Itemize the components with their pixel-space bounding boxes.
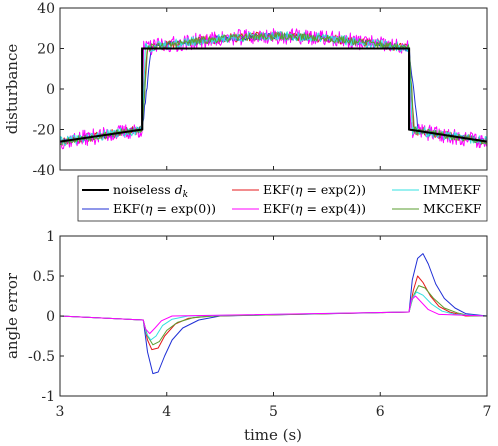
ytick-label-0-1: -20 [32,123,55,139]
series-line-truth-overlay [59,47,488,143]
ytick-label-0-0: -40 [32,163,55,179]
time-xlabel: time (s) [244,426,302,444]
xtick-label-1-0: 3 [56,404,65,420]
ytick-label-0-3: 20 [37,42,55,58]
disturbance-panel: -40 -20 0 20 40 disturbance [3,1,488,179]
angle-error-ticks: 3 4 5 6 7 -1 -0.5 0 0.5 1 [28,229,491,420]
ytick-label-1-3: 0.5 [33,269,55,285]
legend-box [77,175,488,222]
legend-entry-truth: noiseless dk [113,182,188,200]
disturbance-ticks: -40 -20 0 20 40 [32,1,488,179]
ytick-label-1-0: -1 [41,389,55,405]
disturbance-ylabel: disturbance [3,44,21,135]
legend-entry-ekf-exp0: EKF(η = exp(0)) [113,201,216,216]
xtick-label-1-1: 4 [162,404,171,420]
ytick-label-0-2: 0 [46,82,55,98]
xtick-label-1-2: 5 [269,404,278,420]
series-line-1-4 [59,295,488,335]
xtick-label-1-3: 6 [376,404,385,420]
angle-error-ylabel: angle error [3,272,21,359]
angle-error-series-group [59,253,488,375]
legend-entry-immekf: IMMEKF [423,182,481,197]
legend-entry-ekf-exp2: EKF(η = exp(2)) [263,182,366,197]
angle-error-plot-area [60,236,487,396]
xtick-label-1-4: 7 [483,404,492,420]
ytick-label-0-4: 40 [37,1,55,17]
legend-entry-mkcekf: MKCEKF [423,201,482,216]
legend-entry-ekf-exp4: EKF(η = exp(4)) [263,201,366,216]
series-line-0-5 [59,32,488,146]
ytick-label-1-4: 1 [46,229,55,245]
disturbance-series-group [59,28,488,150]
legend: noiseless dk EKF(η = exp(2)) IMMEKF EKF(… [77,175,488,222]
angle-error-panel: 3 4 5 6 7 -1 -0.5 0 0.5 1 angle error time (s) [3,229,491,444]
ytick-label-1-2: 0 [46,309,55,325]
ytick-label-1-1: -0.5 [28,349,55,365]
